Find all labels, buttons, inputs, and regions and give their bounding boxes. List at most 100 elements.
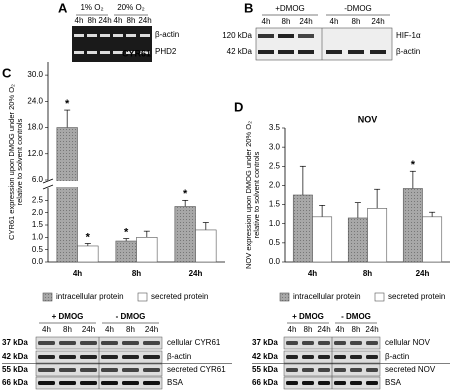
blot-band [302,381,314,385]
blot-band [143,341,160,345]
blot-band [370,50,386,54]
blot-band [318,341,330,345]
bar [292,194,313,263]
blot-band [298,50,314,54]
y-tick-label: 3.5 [269,123,281,132]
condition: -DMOG [344,4,372,13]
blot-band [350,381,362,385]
blot-band [366,341,378,345]
gel-band [87,34,97,37]
kda-label: 120 kDa [222,31,252,40]
gel-band [74,34,84,37]
band-label: BSA [385,378,402,387]
blot-band [80,355,97,359]
axis-break-gap [42,181,219,187]
lane-label: 4h [42,325,51,334]
lane-label: 24h [371,17,384,26]
blot-band [302,368,314,372]
blot-band [286,381,298,385]
blot-band [350,368,362,372]
blot-band [143,355,160,359]
bar [136,237,158,263]
blot-band [334,355,346,359]
legend-swatch [137,292,148,302]
condition: - DMOG [341,312,371,321]
y-tick-label: 24.0 [27,96,43,105]
blot-band [101,381,118,385]
blot-band [298,34,314,38]
significance-marker: * [86,231,91,243]
lane-label: 24h [299,17,312,26]
band-label: secreted NOV [385,365,436,374]
blot-band [59,381,76,385]
blot-band [101,341,118,345]
kda-label: 42 kDa [252,352,278,361]
bar [195,229,217,263]
band-label: β-actin [155,30,179,39]
lane-label: 4h [330,17,339,26]
kda-label: 42 kDa [2,352,28,361]
gel-band [74,51,84,54]
y-tick-label: 6.0 [32,175,44,184]
panel-label: C [2,65,12,80]
legend-swatch [42,292,53,302]
blot-band [366,381,378,385]
lane-label: 4h [75,16,84,25]
blot-band [302,341,314,345]
blot-band [38,381,55,385]
y-axis-label: CYR61 expression upon DMOG under 20% O₂ [7,84,16,240]
y-axis-label: NOV expression upon DMOG under 20% O₂ [244,121,253,269]
blot-band [318,355,330,359]
blot-band [286,341,298,345]
x-tick-label: 4h [73,269,82,278]
panel-label: B [244,0,253,15]
legend-label: secreted protein [388,292,445,301]
lane-label: 24h [365,325,378,334]
lane-label: 24h [145,325,158,334]
blot-band [278,34,294,38]
kda-label: 42 kDa [227,47,253,56]
lane-label: 8h [63,325,72,334]
blot [255,27,393,61]
lane-label: 4h [262,17,271,26]
lane-label: 24h [138,16,151,25]
panel-label: D [234,99,243,114]
blot-band [80,341,97,345]
chart-title: NOV [358,114,378,124]
blot-band [334,381,346,385]
y-tick-label: 12.0 [27,149,43,158]
gel-band [140,51,150,54]
blot-band [366,355,378,359]
bar [174,206,196,263]
gel-band [113,34,123,37]
y-tick-label: 2.5 [269,161,281,170]
y-axis-label: relative to solvent controls [15,118,24,205]
bar [422,216,443,263]
x-tick-label: 8h [132,269,141,278]
y-tick-label: 1.0 [32,232,44,241]
bar [402,188,423,263]
band-label: PHD2 [155,47,177,56]
y-tick-label: 0.0 [269,257,281,266]
blot-band [286,355,298,359]
blot-band [278,50,294,54]
y-tick-label: 2.5 [32,195,44,204]
blot-band [258,50,274,54]
x-tick-label: 8h [363,269,372,278]
blot-band [334,341,346,345]
lane-label: 4h [288,325,297,334]
y-tick-label: 0.5 [269,238,281,247]
bar [347,217,368,263]
y-tick-label: 18.0 [27,123,43,132]
x-tick-label: 4h [308,269,317,278]
blot-band [59,355,76,359]
blot-band [80,368,97,372]
blot-band [38,341,55,345]
kda-label: 55 kDa [252,365,278,374]
y-tick-label: 1.0 [269,219,281,228]
blot-band [326,50,342,54]
bar [56,127,78,263]
band-label: secreted CYR61 [167,365,226,374]
lane-label: 8h [282,17,291,26]
lane-label: 24h [82,325,95,334]
